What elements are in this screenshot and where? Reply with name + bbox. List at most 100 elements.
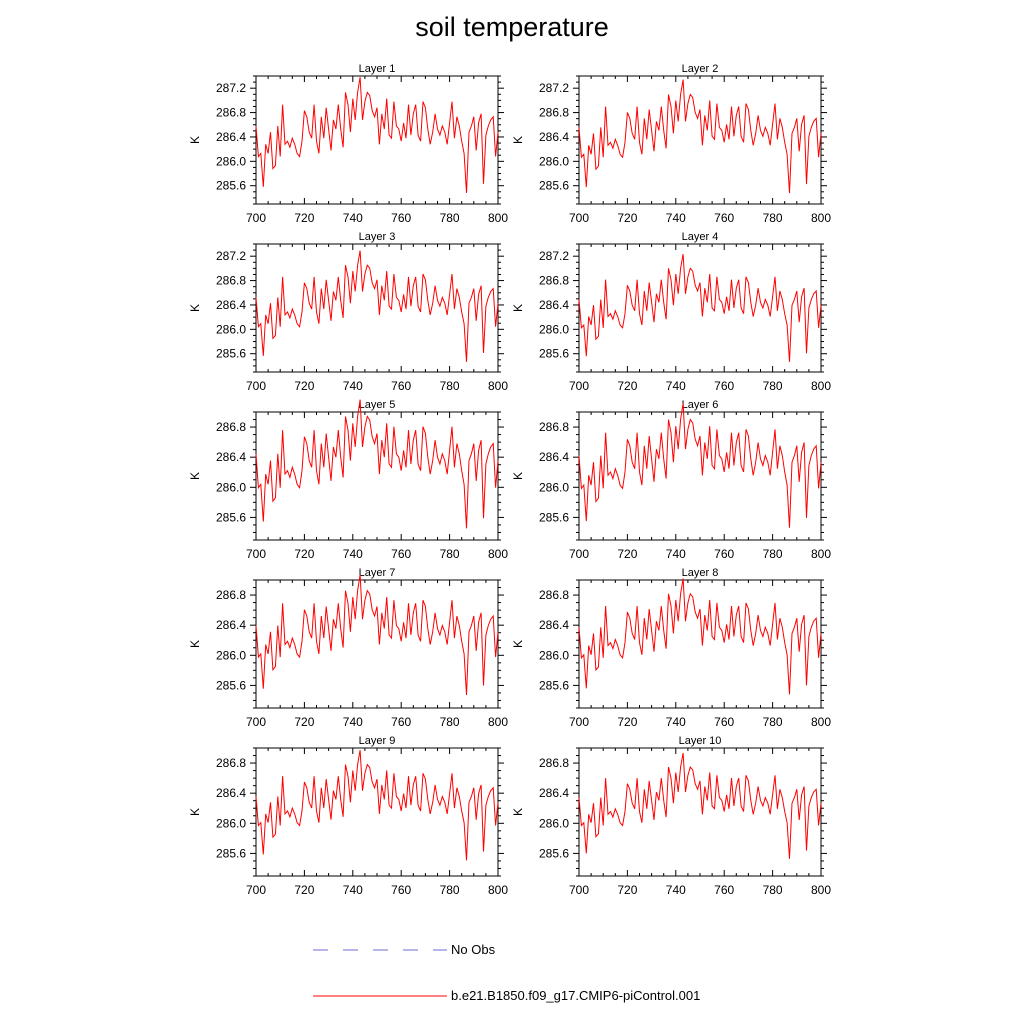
layer-10-series-line bbox=[578, 752, 822, 859]
layer-4-series-line bbox=[578, 254, 822, 362]
layer-7-series-line bbox=[255, 574, 499, 696]
layer-3-xtick-label: 800 bbox=[488, 379, 508, 393]
layer-4-ylabel: K bbox=[511, 304, 525, 312]
layer-9-ytick-label: 286.4 bbox=[216, 786, 246, 800]
layer-9-ytick-label: 285.6 bbox=[216, 846, 246, 860]
layer-1-xtick-label: 760 bbox=[391, 211, 411, 225]
layer-8-title: Layer 8 bbox=[682, 567, 719, 579]
layer-4-xtick-label: 800 bbox=[811, 379, 831, 393]
layer-3-ytick-label: 285.6 bbox=[216, 347, 246, 361]
layer-3-xtick-label: 700 bbox=[246, 379, 266, 393]
layer-6-ytick-label: 285.6 bbox=[539, 510, 569, 524]
layer-7-xtick-label: 740 bbox=[343, 715, 363, 729]
layer-4-ytick-label: 286.4 bbox=[539, 298, 569, 312]
layer-6-ytick-label: 286.4 bbox=[539, 450, 569, 464]
layer-5-ytick-label: 286.8 bbox=[216, 420, 246, 434]
legend-label-no-obs: No Obs bbox=[451, 942, 496, 957]
layer-6-xtick-label: 720 bbox=[617, 547, 637, 561]
layer-9-series-line bbox=[255, 750, 499, 861]
layer-9-xtick-label: 720 bbox=[294, 883, 314, 897]
layer-5-ylabel: K bbox=[188, 472, 202, 480]
layer-9-xtick-label: 780 bbox=[440, 883, 460, 897]
layer-6-xtick-label: 700 bbox=[569, 547, 589, 561]
layer-9-xtick-label: 700 bbox=[246, 883, 266, 897]
layer-5-plot-frame bbox=[255, 411, 499, 541]
layer-5-xtick-label: 720 bbox=[294, 547, 314, 561]
layer-1-series-line bbox=[255, 77, 499, 194]
layer-10-xtick-label: 740 bbox=[666, 883, 686, 897]
layer-6-plot-frame bbox=[578, 411, 822, 541]
layer-6-series-line bbox=[578, 403, 822, 528]
layer-10-ytick-label: 286.0 bbox=[539, 816, 569, 830]
layer-10-xtick-label: 800 bbox=[811, 883, 831, 897]
layer-10-xtick-label: 760 bbox=[714, 883, 734, 897]
layer-9-ylabel: K bbox=[188, 808, 202, 816]
layer-7-xtick-label: 780 bbox=[440, 715, 460, 729]
layer-8-xtick-label: 800 bbox=[811, 715, 831, 729]
layer-10-xtick-label: 720 bbox=[617, 883, 637, 897]
layer-10-ytick-label: 286.8 bbox=[539, 756, 569, 770]
layer-1-ytick-label: 285.6 bbox=[216, 179, 246, 193]
layer-2-title: Layer 2 bbox=[682, 63, 719, 75]
layer-10-xtick-label: 700 bbox=[569, 883, 589, 897]
layer-9-xtick-label: 800 bbox=[488, 883, 508, 897]
legend-label-picontrol: b.e21.B1850.f09_g17.CMIP6-piControl.001 bbox=[451, 988, 701, 1003]
layer-10-title: Layer 10 bbox=[679, 735, 722, 747]
layer-2-ytick-label: 287.2 bbox=[539, 81, 569, 95]
layer-8-xtick-label: 700 bbox=[569, 715, 589, 729]
layer-7-ytick-label: 286.4 bbox=[216, 618, 246, 632]
layer-1-xtick-label: 700 bbox=[246, 211, 266, 225]
layer-5-title: Layer 5 bbox=[359, 399, 396, 411]
layer-10-ylabel: K bbox=[511, 808, 525, 816]
layer-7-ytick-label: 286.0 bbox=[216, 648, 246, 662]
layer-3-ylabel: K bbox=[188, 304, 202, 312]
layer-6-xtick-label: 800 bbox=[811, 547, 831, 561]
layer-7-xtick-label: 800 bbox=[488, 715, 508, 729]
layer-1-xtick-label: 800 bbox=[488, 211, 508, 225]
layer-7-plot-frame bbox=[255, 579, 499, 709]
layer-6-ytick-label: 286.0 bbox=[539, 480, 569, 494]
layer-5-xtick-label: 740 bbox=[343, 547, 363, 561]
layer-5-ytick-label: 286.0 bbox=[216, 480, 246, 494]
layer-6-ylabel: K bbox=[511, 472, 525, 480]
layer-4-xtick-label: 720 bbox=[617, 379, 637, 393]
layer-7-xtick-label: 720 bbox=[294, 715, 314, 729]
layer-1-xtick-label: 780 bbox=[440, 211, 460, 225]
layer-2-ytick-label: 285.6 bbox=[539, 179, 569, 193]
layer-2-xtick-label: 740 bbox=[666, 211, 686, 225]
layer-5-xtick-label: 700 bbox=[246, 547, 266, 561]
layer-9-ytick-label: 286.0 bbox=[216, 816, 246, 830]
layer-4-plot-frame bbox=[578, 243, 822, 373]
layer-4-title: Layer 4 bbox=[682, 231, 719, 243]
layer-3-ytick-label: 286.8 bbox=[216, 274, 246, 288]
layer-8-xtick-label: 760 bbox=[714, 715, 734, 729]
layer-4-xtick-label: 740 bbox=[666, 379, 686, 393]
layer-8-xtick-label: 720 bbox=[617, 715, 637, 729]
layer-1-ylabel: K bbox=[188, 136, 202, 144]
layer-8-ytick-label: 286.8 bbox=[539, 588, 569, 602]
layer-9-title: Layer 9 bbox=[359, 735, 396, 747]
layer-10-xtick-label: 780 bbox=[763, 883, 783, 897]
layer-2-xtick-label: 780 bbox=[763, 211, 783, 225]
layer-2-xtick-label: 720 bbox=[617, 211, 637, 225]
layer-7-title: Layer 7 bbox=[359, 567, 396, 579]
layer-3-ytick-label: 286.0 bbox=[216, 322, 246, 336]
layer-6-xtick-label: 780 bbox=[763, 547, 783, 561]
layer-3-ytick-label: 287.2 bbox=[216, 249, 246, 263]
layer-3-ytick-label: 286.4 bbox=[216, 298, 246, 312]
layer-2-ytick-label: 286.0 bbox=[539, 154, 569, 168]
layer-1-ytick-label: 286.0 bbox=[216, 154, 246, 168]
layer-7-ytick-label: 285.6 bbox=[216, 678, 246, 692]
layer-1-title: Layer 1 bbox=[359, 63, 396, 75]
layer-8-ytick-label: 286.0 bbox=[539, 648, 569, 662]
layer-8-ylabel: K bbox=[511, 640, 525, 648]
layer-5-series-line bbox=[255, 399, 499, 529]
layer-3-series-line bbox=[255, 250, 499, 362]
layer-8-series-line bbox=[578, 578, 822, 695]
layer-3-title: Layer 3 bbox=[359, 231, 396, 243]
layer-2-xtick-label: 760 bbox=[714, 211, 734, 225]
layer-6-xtick-label: 760 bbox=[714, 547, 734, 561]
layer-6-ytick-label: 286.8 bbox=[539, 420, 569, 434]
layer-3-xtick-label: 760 bbox=[391, 379, 411, 393]
